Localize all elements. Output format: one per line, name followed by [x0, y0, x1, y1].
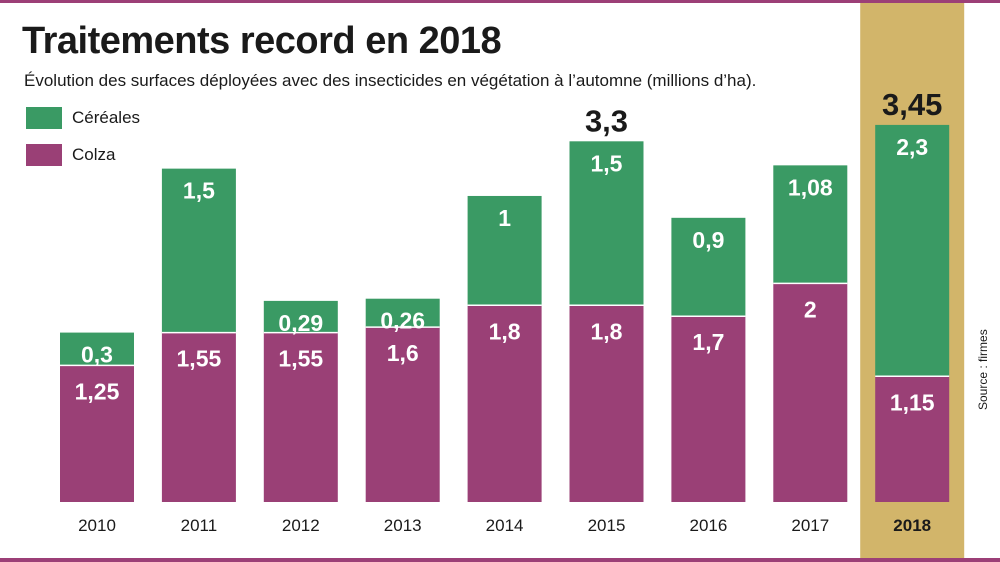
data-label-cereales-2016: 0,9 [692, 227, 724, 253]
legend-item-cereales: Céréales [26, 106, 140, 130]
x-tick-label-2014: 2014 [486, 516, 524, 535]
bar-cereales-2017 [773, 165, 848, 284]
data-label-colza-2016: 1,7 [692, 329, 724, 355]
data-label-cereales-2010: 0,3 [81, 342, 113, 368]
bar-colza-2014 [467, 305, 542, 502]
data-label-cereales-2013: 0,26 [380, 308, 425, 334]
x-tick-label-2016: 2016 [689, 516, 727, 535]
data-label-cereales-2011: 1,5 [183, 178, 215, 204]
data-label-cereales-2015: 1,5 [591, 150, 623, 176]
x-tick-label-2013: 2013 [384, 516, 422, 535]
x-tick-label-2010: 2010 [78, 516, 116, 535]
bar-cereales-2013 [365, 298, 440, 328]
data-label-cereales-2018: 2,3 [896, 134, 928, 160]
data-label-colza-2013: 1,6 [387, 340, 419, 366]
x-tick-label-2015: 2015 [588, 516, 626, 535]
legend-swatch-colza [26, 144, 62, 166]
legend-item-colza: Colza [26, 143, 140, 167]
bar-colza-2013 [365, 327, 440, 502]
bar-colza-2018 [875, 376, 950, 502]
x-tick-label-2017: 2017 [791, 516, 829, 535]
total-annotation-2015: 3,3 [585, 103, 628, 138]
data-label-cereales-2014: 1 [498, 205, 511, 231]
data-label-colza-2018: 1,15 [890, 389, 935, 415]
legend-label-colza: Colza [72, 145, 116, 164]
bar-colza-2010 [60, 365, 134, 502]
bottom-rule [0, 558, 1000, 562]
data-label-colza-2014: 1,8 [489, 318, 521, 344]
bar-cereales-2015 [569, 141, 644, 306]
bar-cereales-2014 [467, 195, 542, 306]
legend-label-cereales: Céréales [72, 108, 141, 127]
chart-title: Traitements record en 2018 [22, 20, 502, 62]
bar-colza-2012 [263, 332, 338, 502]
bar-colza-2017 [773, 283, 848, 502]
bar-cereales-2016 [671, 217, 746, 317]
bar-colza-2011 [161, 332, 236, 502]
data-label-cereales-2012: 0,29 [278, 310, 323, 336]
bar-cereales-2010 [60, 332, 134, 366]
data-label-colza-2017: 2 [804, 296, 817, 322]
data-label-colza-2011: 1,55 [177, 346, 222, 372]
bar-cereales-2012 [263, 300, 338, 333]
top-rule [0, 0, 1000, 3]
legend: Céréales Colza [26, 106, 140, 180]
x-tick-label-2011: 2011 [181, 516, 218, 535]
data-label-colza-2015: 1,8 [591, 318, 623, 344]
bar-colza-2016 [671, 316, 746, 502]
x-tick-label-2012: 2012 [282, 516, 320, 535]
chart-subtitle: Évolution des surfaces déployées avec de… [24, 71, 757, 90]
data-label-colza-2010: 1,25 [75, 378, 120, 404]
legend-swatch-cereales [26, 107, 62, 129]
x-tick-label-2018: 2018 [893, 516, 931, 535]
data-label-colza-2012: 1,55 [278, 346, 323, 372]
bar-colza-2015 [569, 305, 644, 502]
total-annotation-2018: 3,45 [882, 87, 942, 122]
source-note: Source : firmes [976, 329, 990, 410]
bar-cereales-2011 [161, 168, 236, 333]
data-label-cereales-2017: 1,08 [788, 174, 833, 200]
bar-cereales-2018 [875, 124, 950, 377]
